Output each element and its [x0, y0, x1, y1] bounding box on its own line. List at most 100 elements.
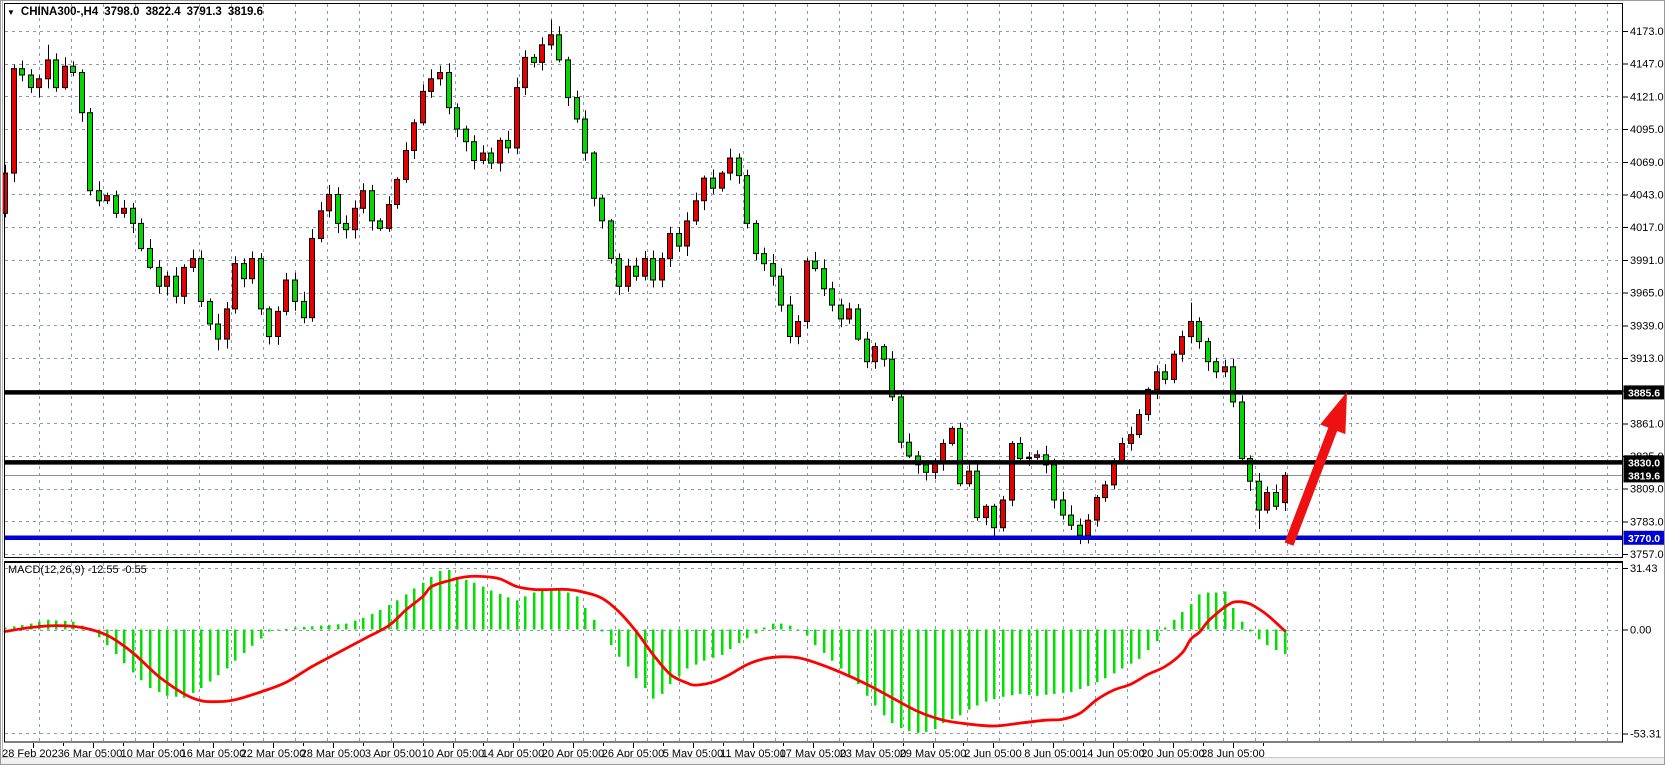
candle-bull	[1136, 414, 1142, 436]
candle-bull	[11, 68, 17, 174]
candle-bear	[266, 308, 272, 338]
macd-axis-label: 31.43	[1630, 563, 1658, 575]
macd-histogram-bar	[1079, 629, 1082, 689]
candle-bull	[104, 195, 110, 202]
macd-histogram-bar	[729, 629, 732, 649]
candle-bear	[787, 304, 793, 338]
price-axis-label: 4017.0	[1630, 222, 1664, 234]
macd-histogram-bar	[251, 629, 254, 646]
macd-histogram-bar	[328, 625, 331, 630]
candlestick-series	[2, 19, 1288, 545]
macd-histogram-bar	[320, 625, 323, 630]
candle-bear	[335, 194, 341, 224]
candle-bear	[241, 263, 247, 280]
candle-bear	[301, 300, 307, 319]
macd-histogram-bar	[848, 629, 851, 677]
candle-bear	[19, 68, 25, 76]
candle-bear	[1205, 341, 1211, 363]
candle-bear	[1213, 361, 1219, 373]
candle-bear	[28, 74, 34, 89]
macd-histogram-bar	[1156, 629, 1159, 642]
macd-histogram-bar	[1096, 629, 1099, 683]
macd-histogram-bar	[183, 629, 186, 698]
candle-bear	[215, 323, 221, 340]
candle-bear	[898, 396, 904, 443]
candle-bull	[846, 308, 852, 320]
candle-bear	[207, 300, 213, 325]
candle-bear	[1239, 401, 1245, 460]
candle-bear	[736, 157, 742, 177]
candle-bull	[1026, 456, 1032, 460]
candle-bear	[113, 195, 119, 214]
macd-signal-line	[3, 574, 1286, 728]
macd-histogram-bar	[601, 629, 604, 632]
candle-bull	[1119, 443, 1125, 463]
macd-histogram-bar	[831, 629, 834, 661]
macd-histogram-bar	[1138, 629, 1141, 659]
macd-histogram-bar	[1249, 629, 1252, 632]
macd-histogram-bar	[1104, 629, 1107, 679]
macd-histogram-bar	[1181, 612, 1184, 630]
candle-bull	[1000, 499, 1006, 529]
macd-histogram-bar	[1266, 629, 1269, 646]
macd-histogram-bar	[686, 629, 689, 669]
chart-menu-arrow-icon[interactable]: ▼	[7, 7, 15, 17]
macd-histogram-bar	[192, 629, 195, 693]
macd-histogram-bar	[550, 588, 553, 630]
macd-histogram-bar	[567, 592, 570, 630]
candle-bull	[352, 207, 358, 231]
candle-bear	[505, 139, 511, 149]
candle-bull	[1009, 443, 1015, 501]
candle-bear	[1162, 371, 1168, 380]
macd-histogram-bar	[345, 623, 348, 630]
candle-bear	[821, 268, 827, 290]
macd-histogram-bar	[1258, 629, 1261, 640]
macd-histogram-bar	[883, 629, 886, 716]
candle-bear	[130, 207, 136, 224]
macd-histogram-bar	[678, 629, 681, 677]
price-axis: 4173.0 4147.0 4121.0 4095.0 4069.0 4043.0 4017…	[1623, 26, 1664, 740]
candle-bear	[599, 197, 605, 222]
symbol-title: CHINA300-,H4	[20, 6, 99, 18]
candle-bear	[582, 118, 588, 154]
macd-histogram-bar	[1207, 592, 1210, 630]
candle-bear	[1043, 454, 1049, 466]
price-axis-label: 4069.0	[1630, 157, 1664, 169]
macd-histogram-bar	[1224, 591, 1227, 630]
trend-arrow-head[interactable]	[1320, 391, 1347, 435]
candle-bear	[79, 72, 85, 114]
candle-bull	[190, 258, 196, 268]
candle-bull	[437, 72, 443, 80]
macd-histogram-bar	[1241, 621, 1244, 630]
macd-histogram-bar	[695, 629, 698, 665]
macd-histogram-bar	[1275, 629, 1278, 650]
candle-bull	[522, 56, 528, 89]
candle-bear	[1077, 524, 1083, 536]
candle-bull	[625, 265, 631, 287]
trend-arrow-shaft[interactable]	[1284, 421, 1340, 546]
candle-bull	[940, 443, 946, 463]
candle-bear	[369, 190, 375, 222]
macd-histogram-bar	[362, 617, 365, 630]
candle-bull	[983, 505, 989, 519]
macd-indicator	[3, 570, 1287, 733]
macd-histogram-bar	[456, 576, 459, 630]
macd-histogram-bar	[1215, 592, 1218, 630]
candle-bear	[463, 128, 469, 143]
candle-bear	[608, 220, 614, 260]
macd-histogram-bar	[4, 627, 7, 630]
macd-histogram-bar	[1147, 629, 1150, 650]
macd-histogram-bar	[396, 600, 399, 630]
macd-histogram-bar	[857, 629, 860, 685]
candle-bull	[283, 279, 289, 312]
macd-histogram-bar	[473, 582, 476, 630]
candle-bear	[616, 258, 622, 287]
candle-bull	[428, 78, 434, 92]
macd-histogram-bar	[917, 629, 920, 733]
macd-histogram-bar	[1002, 629, 1005, 697]
price-badge	[1623, 455, 1664, 470]
candle-bear	[1068, 514, 1074, 526]
price-badge-label: 3819.6	[1628, 470, 1660, 482]
trend-arrow[interactable]	[1284, 391, 1347, 546]
